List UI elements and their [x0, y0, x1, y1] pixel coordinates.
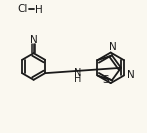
Text: N: N	[109, 42, 117, 52]
Text: N: N	[30, 35, 37, 45]
Text: Cl: Cl	[17, 4, 27, 14]
Text: H: H	[74, 74, 81, 84]
Text: H: H	[35, 5, 43, 15]
Text: N: N	[127, 70, 135, 80]
Text: N: N	[74, 68, 81, 78]
Text: S: S	[102, 75, 109, 85]
